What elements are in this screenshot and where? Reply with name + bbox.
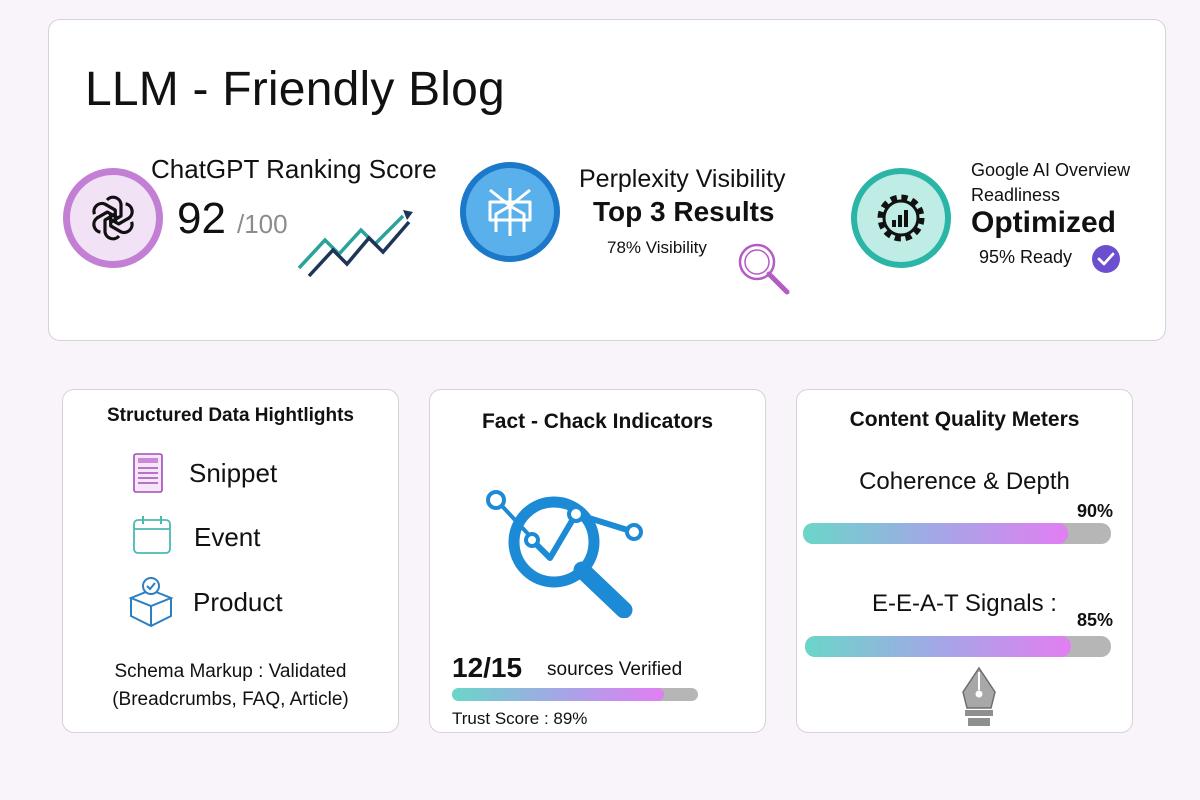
trend-up-arrow-icon: [297, 210, 413, 278]
structured-data-title: Structured Data Hightlights: [106, 405, 354, 426]
magnifier-icon: [738, 243, 790, 295]
structured-item-snippet: Snippet: [189, 458, 278, 488]
verified-sources-count: 12/15: [452, 652, 523, 683]
perplexity-visibility-percent: 78% Visibility: [607, 238, 707, 257]
meter-eeat-percent: 85%: [1077, 610, 1114, 630]
schema-types-line: (Breadcrumbs, FAQ, Article): [112, 689, 349, 710]
meter-coherence-percent: 90%: [1077, 501, 1114, 521]
meter-coherence-label: Coherence & Depth: [859, 468, 1070, 495]
openai-logo-icon: [92, 195, 134, 241]
google-ai-ready-percent: 95% Ready: [979, 247, 1073, 267]
chatgpt-score-label: ChatGPT Ranking Score: [151, 154, 437, 184]
snippet-doc-icon: [133, 453, 163, 493]
analytics-magnifier-icon: [486, 490, 643, 618]
google-ai-overview-label: Google AI Overview Readliness: [971, 160, 1131, 205]
meter-eeat-label: E-E-A-T Signals :: [872, 590, 1057, 617]
structured-item-product: Product: [193, 587, 283, 617]
meter-coherence-fill: [803, 523, 1068, 544]
perplexity-logo-icon: [488, 188, 532, 236]
chatgpt-logo-badge: [63, 168, 163, 268]
content-quality-title: Content Quality Meters: [849, 408, 1080, 431]
schema-markup-line: Schema Markup : Validated: [114, 661, 347, 682]
product-box-icon: [128, 577, 174, 628]
fact-check-progress-bar: [452, 688, 698, 701]
perplexity-visibility-label: Perplexity Visibility: [579, 165, 786, 193]
verified-sources-label: sources Verified: [547, 659, 683, 680]
schema-markup-status: Schema Markup : Validated (Breadcrumbs, …: [63, 658, 398, 714]
perplexity-logo-badge: [460, 162, 560, 262]
chatgpt-score-value: 92: [177, 194, 226, 243]
content-quality-card: Content Quality Meters Coherence & Depth…: [796, 389, 1133, 733]
page-title: LLM - Friendly Blog: [85, 63, 505, 116]
check-circle-icon: [1092, 245, 1120, 273]
perplexity-result: Top 3 Results: [593, 196, 775, 227]
gear-chart-icon: [877, 194, 925, 242]
fact-check-title: Fact - Chack Indicators: [481, 410, 714, 433]
meter-eeat-fill: [805, 636, 1072, 657]
google-ai-status: Optimized: [971, 206, 1117, 239]
google-ai-badge: [851, 168, 951, 268]
trust-score: Trust Score : 89%: [452, 709, 588, 728]
structured-item-event: Event: [194, 522, 261, 552]
structured-data-card: Structured Data Hightlights Snippet Even…: [62, 389, 399, 733]
calendar-icon: [133, 516, 171, 554]
chatgpt-score-max: /100: [237, 209, 288, 239]
fact-check-progress-fill: [452, 688, 664, 701]
meter-coherence-bar: [803, 523, 1111, 544]
meter-eeat-bar: [805, 636, 1111, 657]
fountain-pen-icon: [962, 666, 996, 726]
fact-check-card: Fact - Chack Indicators 12/15 sources Ve…: [429, 389, 766, 733]
overview-card: LLM - Friendly Blog ChatGPT Ranking Scor…: [48, 19, 1166, 341]
